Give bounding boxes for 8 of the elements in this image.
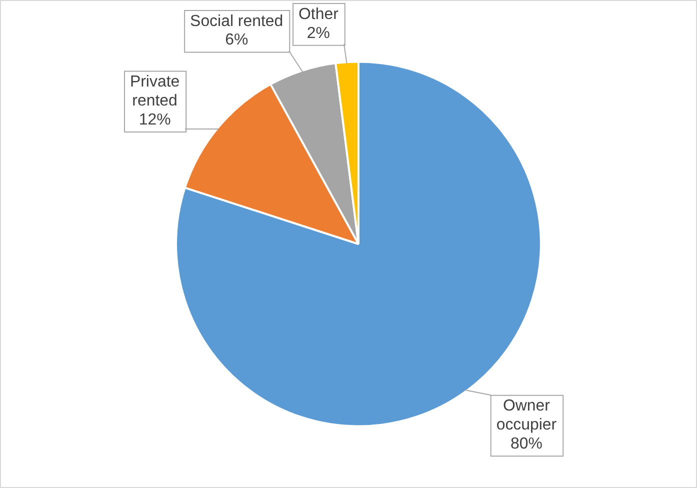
slice-label: Private rented: [130, 74, 180, 110]
data-label: 6%: [225, 32, 248, 49]
slice-label: Other: [298, 6, 340, 23]
slice-label: Social rented: [190, 12, 284, 30]
data-label: 12%: [138, 111, 171, 128]
data-label: 80%: [510, 436, 542, 453]
slice-label: Owner occupier: [496, 398, 558, 434]
data-label: 2%: [306, 24, 330, 42]
